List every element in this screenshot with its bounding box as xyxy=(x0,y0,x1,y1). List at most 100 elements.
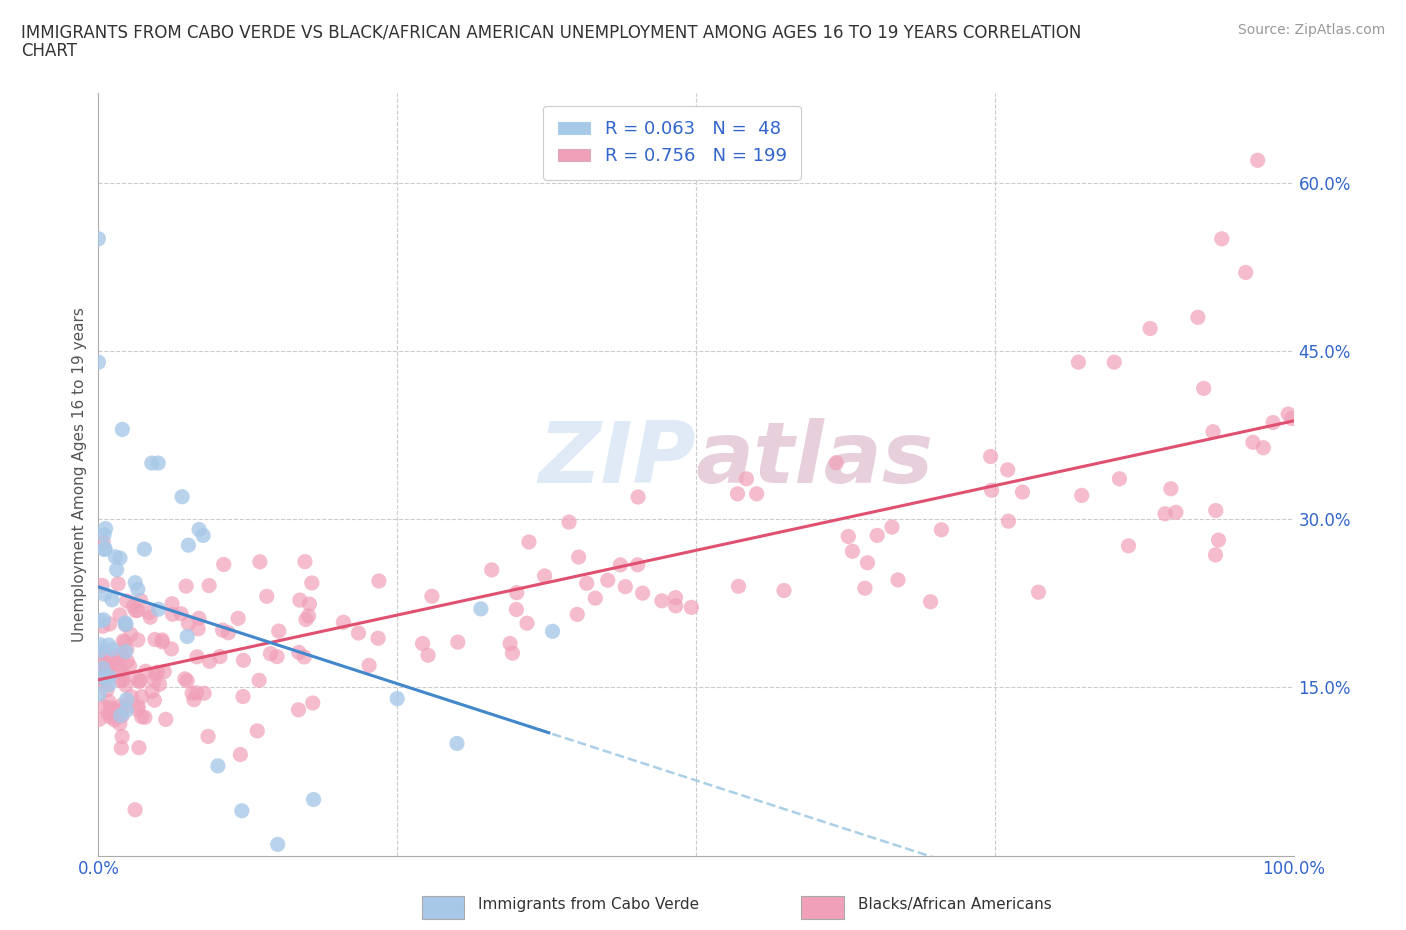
Point xyxy=(127,582,149,597)
Point xyxy=(853,581,876,596)
Point xyxy=(292,649,315,664)
Point xyxy=(501,645,523,660)
Point xyxy=(1281,411,1303,426)
Point xyxy=(97,678,120,693)
Point xyxy=(93,658,115,672)
Point xyxy=(980,449,1002,464)
Point xyxy=(841,544,863,559)
Point xyxy=(143,673,166,688)
Point xyxy=(567,607,589,622)
Point xyxy=(94,541,117,556)
Point xyxy=(1234,265,1257,280)
Point xyxy=(100,702,122,717)
Text: Source: ZipAtlas.com: Source: ZipAtlas.com xyxy=(1237,23,1385,37)
Point xyxy=(887,573,910,588)
Point xyxy=(1277,406,1299,421)
Point xyxy=(367,574,389,589)
Point xyxy=(143,667,166,682)
Point xyxy=(124,803,146,817)
Point xyxy=(153,664,176,679)
Point xyxy=(297,608,319,623)
Point xyxy=(247,673,270,688)
Point xyxy=(568,550,591,565)
Point xyxy=(506,585,529,600)
Point xyxy=(160,596,183,611)
Point xyxy=(294,554,316,569)
Point xyxy=(505,602,527,617)
Point xyxy=(541,624,564,639)
Point xyxy=(217,625,239,640)
Point xyxy=(385,691,409,706)
Point xyxy=(127,603,149,618)
Point xyxy=(117,654,139,669)
Point xyxy=(108,716,131,731)
Point xyxy=(141,456,163,471)
Point xyxy=(93,542,115,557)
Point xyxy=(115,692,138,707)
Point xyxy=(110,708,132,723)
Point xyxy=(94,521,117,536)
Point xyxy=(246,724,269,738)
Point xyxy=(332,615,354,630)
Point xyxy=(89,644,111,658)
Point xyxy=(115,703,138,718)
Point xyxy=(773,583,796,598)
Point xyxy=(1261,415,1284,430)
Point xyxy=(114,644,136,659)
Point xyxy=(231,804,253,818)
Point xyxy=(114,618,136,632)
Point xyxy=(631,586,654,601)
Point xyxy=(122,599,145,614)
Text: atlas: atlas xyxy=(696,418,934,500)
Point xyxy=(1202,424,1225,439)
Point xyxy=(108,647,131,662)
Point xyxy=(129,593,152,608)
Point xyxy=(198,578,221,593)
Point xyxy=(188,522,211,537)
Point xyxy=(920,594,942,609)
Point xyxy=(120,689,142,704)
Point xyxy=(93,587,115,602)
Point xyxy=(141,684,163,698)
Point xyxy=(101,652,124,667)
Point xyxy=(664,591,686,605)
Point xyxy=(880,520,903,535)
Point xyxy=(609,557,631,572)
Point xyxy=(111,646,134,661)
Point xyxy=(94,658,117,672)
Point xyxy=(980,483,1002,498)
Point xyxy=(1208,533,1230,548)
Point xyxy=(266,649,288,664)
Point xyxy=(735,472,758,486)
Point xyxy=(499,636,522,651)
Point xyxy=(115,642,138,657)
Point xyxy=(1205,503,1227,518)
Point xyxy=(101,592,124,607)
Point xyxy=(148,456,170,471)
Point xyxy=(1011,485,1033,499)
Point xyxy=(229,747,252,762)
Point xyxy=(856,555,879,570)
Point xyxy=(104,712,127,727)
Point xyxy=(143,632,166,647)
Point xyxy=(124,604,146,618)
Point xyxy=(139,610,162,625)
Point xyxy=(104,658,127,672)
Point xyxy=(249,554,271,569)
Point xyxy=(127,702,149,717)
Point xyxy=(115,593,138,608)
Point xyxy=(267,837,290,852)
Point xyxy=(727,486,749,501)
Point xyxy=(120,627,142,642)
Point xyxy=(212,557,235,572)
Point xyxy=(181,685,204,700)
Point xyxy=(187,621,209,636)
Point xyxy=(1108,472,1130,486)
Point xyxy=(470,602,492,617)
Point xyxy=(232,689,254,704)
Point xyxy=(89,637,111,652)
Point xyxy=(416,648,439,663)
Text: CHART: CHART xyxy=(21,42,77,60)
Point xyxy=(1211,232,1233,246)
Point xyxy=(108,651,131,666)
